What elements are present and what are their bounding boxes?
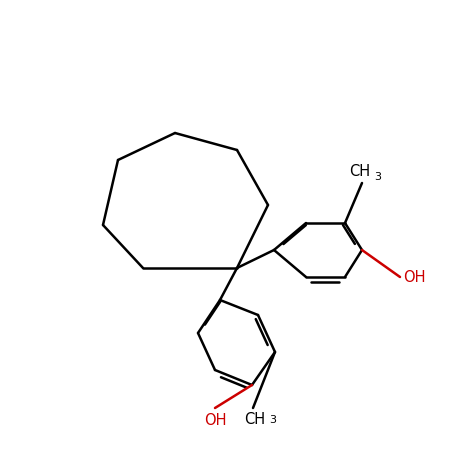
Text: 3: 3 (269, 415, 276, 425)
Text: OH: OH (403, 270, 426, 284)
Text: 3: 3 (374, 172, 381, 182)
Text: OH: OH (204, 413, 226, 428)
Text: CH: CH (349, 164, 371, 179)
Text: CH: CH (245, 412, 265, 427)
